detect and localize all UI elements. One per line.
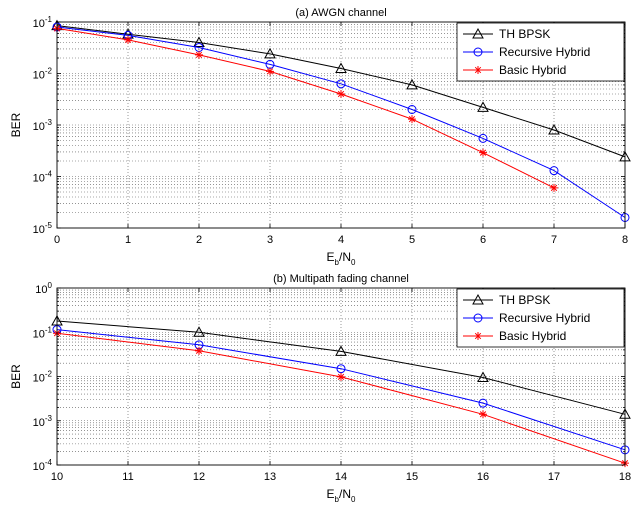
chart1-x-tick-label: 6 — [480, 234, 486, 246]
chart1-legend-label: TH BPSK — [499, 27, 550, 41]
chart1-legend-marker — [474, 66, 482, 74]
chart1-data-point — [549, 166, 559, 176]
chart2-data-point — [336, 364, 346, 374]
chart2-y-label: BER — [9, 364, 23, 389]
chart2-legend-marker — [472, 293, 484, 305]
chart2-x-tick-label: 10 — [51, 471, 63, 483]
chart2-x-tick-label: 17 — [548, 471, 560, 483]
chart2-y-tick-label: 10-3 — [33, 414, 53, 429]
chart2-legend-label: Basic Hybrid — [499, 329, 566, 343]
chart2-data-point — [477, 371, 489, 382]
chart1-data-point — [478, 133, 488, 143]
chart1-series-line — [56, 26, 626, 218]
chart2-legend-marker — [473, 313, 483, 323]
chart1-data-point — [193, 36, 205, 47]
chart1-series-2 — [53, 24, 558, 192]
chart1-x-label: Eb/N0 — [327, 250, 356, 267]
chart2-data-point — [337, 372, 345, 381]
chart2-x-label: Eb/N0 — [327, 487, 356, 504]
chart2-data-point — [195, 346, 203, 355]
chart1-data-point — [264, 47, 276, 59]
chart1-data-point — [408, 115, 416, 124]
chart2-axes-box — [56, 287, 626, 466]
chart2-series-line — [56, 320, 626, 415]
chart2-series-line — [56, 329, 626, 451]
chart2-plot: 10 11 12 13 14 15 16 17 18 10-4 10-3 10-2 10-1 100 (b)… — [9, 273, 631, 504]
chart1-data-point — [266, 67, 274, 76]
chart2-x-tick-label: 11 — [122, 471, 133, 483]
chart1-data-point — [407, 104, 417, 114]
chart1-x-tick-label: 1 — [125, 234, 131, 246]
chart2-grid — [57, 288, 625, 465]
chart2-x-tick-label: 12 — [193, 471, 205, 483]
chart1-x-tick-label: 2 — [196, 234, 202, 246]
chart1-series-0 — [51, 19, 631, 162]
chart2-x-tick-label: 15 — [406, 471, 418, 483]
chart1-x-tick-label: 8 — [622, 234, 628, 246]
chart1-data-point — [336, 79, 346, 89]
chart2-data-point — [478, 398, 488, 408]
chart2-data-point — [335, 345, 347, 356]
chart1-data-point — [335, 62, 347, 74]
chart1-y-tick-label: 10-1 — [33, 15, 53, 30]
chart2-legend-label: Recursive Hybrid — [499, 311, 590, 325]
chart1-legend-marker — [472, 27, 484, 39]
chart1-x-tick-label: 3 — [267, 234, 273, 246]
chart1-grid — [57, 22, 625, 228]
chart1-y-tick-label: 10-2 — [33, 67, 53, 82]
chart1-legend-marker — [473, 47, 483, 57]
chart1-legend: TH BPSK Recursive Hybrid Basic Hybrid — [456, 22, 625, 82]
chart1-x-tick-label: 7 — [551, 234, 557, 246]
chart1-data-point — [124, 35, 132, 44]
chart1-data-point — [477, 101, 489, 112]
chart1-x-tick-label: 5 — [409, 234, 415, 246]
chart1-y-label: BER — [9, 112, 23, 137]
chart1-data-point — [337, 89, 345, 98]
chart1-x-tick-label: 0 — [54, 234, 60, 246]
chart2-y-tick-label: 10-1 — [33, 325, 53, 340]
chart1-legend-label: Recursive Hybrid — [499, 45, 590, 59]
chart2-legend-label: TH BPSK — [499, 293, 550, 307]
chart1-series-line — [56, 25, 626, 158]
chart2-y-tick-label: 10-2 — [33, 370, 53, 385]
chart2-legend-marker — [474, 332, 482, 340]
chart2-x-tick-label: 16 — [477, 471, 489, 483]
chart2-x-tick-label: 13 — [264, 471, 276, 483]
chart1-y-tick-label: 10-5 — [33, 221, 53, 236]
chart1-axes-box — [56, 21, 626, 229]
chart1-y-tick-label: 10-3 — [33, 118, 53, 133]
chart1-legend-label: Basic Hybrid — [499, 63, 566, 77]
chart2-y-tick-label: 10-4 — [33, 458, 53, 473]
chart2-data-point — [193, 326, 205, 337]
chart2-x-tick-label: 14 — [335, 471, 347, 483]
chart2-legend: TH BPSK Recursive Hybrid Basic Hybrid — [456, 288, 625, 348]
chart2-data-point — [479, 410, 487, 419]
chart1-y-tick-label: 10-4 — [33, 170, 53, 185]
chart1-data-point — [479, 148, 487, 157]
chart1-x-tick-label: 4 — [338, 234, 344, 246]
chart2-title: (b) Multipath fading channel — [273, 273, 409, 285]
chart2-x-tick-label: 18 — [619, 471, 631, 483]
chart1-data-point — [550, 183, 558, 192]
chart1-series-line — [56, 27, 555, 189]
chart1-plot: 0 1 2 3 4 5 6 7 8 10-5 10-4 10-3 10-2 10-1 (a) AWGN ch… — [9, 7, 631, 267]
chart2-y-tick-label: 100 — [35, 281, 52, 296]
chart1-title: (a) AWGN channel — [295, 7, 386, 19]
chart1-data-point — [548, 123, 560, 135]
chart1-data-point — [195, 50, 203, 59]
chart1-data-point — [406, 78, 418, 90]
